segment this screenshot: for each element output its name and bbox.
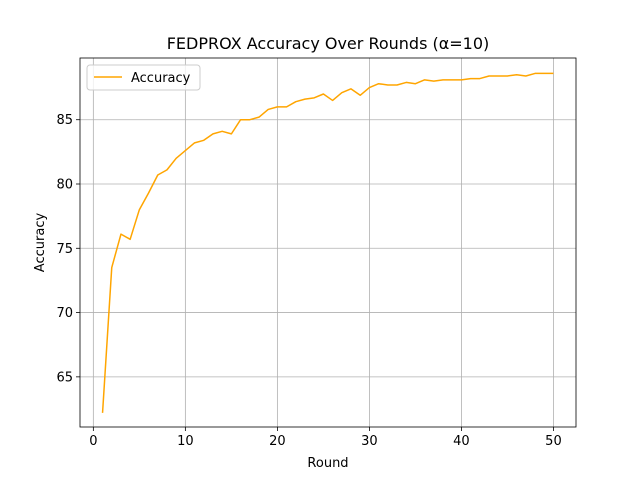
x-tick-label: 30 (361, 434, 378, 449)
legend-box (86, 64, 201, 91)
series-line-accuracy (101, 72, 554, 413)
chart-title: FEDPROX Accuracy Over Rounds (α=10) (167, 34, 490, 53)
x-tick-label: 20 (269, 434, 286, 449)
x-tick-label: 50 (545, 434, 562, 449)
x-tick-label: 0 (89, 434, 97, 449)
axis-ticks: 0 10 20 30 40 50 65 70 75 80 85 (56, 113, 561, 449)
legend-label-accuracy: Accuracy (131, 71, 191, 86)
y-tick-label: 65 (56, 370, 73, 385)
y-tick-label: 70 (56, 306, 73, 321)
x-axis-label: Round (307, 456, 348, 471)
x-tick-label: 40 (453, 434, 470, 449)
x-tick-label: 10 (177, 434, 194, 449)
series-layer (101, 72, 554, 413)
grid-lines (80, 58, 576, 427)
y-axis-label: Accuracy (33, 213, 48, 273)
y-tick-label: 85 (56, 113, 73, 128)
plot-frame (79, 57, 577, 428)
y-tick-label: 80 (56, 178, 73, 193)
legend: Accuracy (86, 64, 201, 91)
y-tick-label: 75 (56, 242, 73, 257)
